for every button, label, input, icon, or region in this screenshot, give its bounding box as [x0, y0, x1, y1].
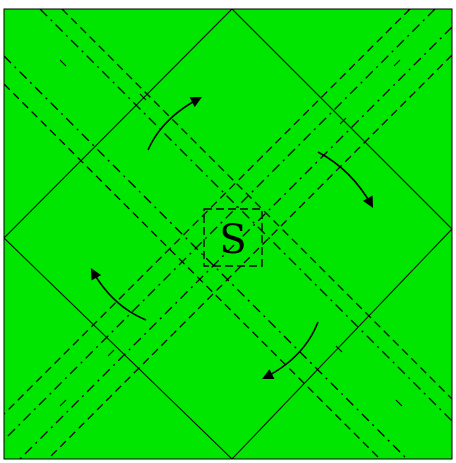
valley-fold-1: [61, 8, 453, 400]
tick-mark: [107, 349, 115, 357]
mountain-folds: [3, 8, 453, 460]
tick-mark: [59, 399, 67, 407]
rotation-arrows: [90, 96, 374, 380]
diamond-creases: [3, 8, 453, 460]
valley-fold-3: [47, 54, 453, 460]
mountain-fold-2: [3, 55, 408, 460]
crease-top-left: [3, 8, 233, 239]
valley-fold-4: [3, 8, 411, 415]
tick-mark: [395, 399, 403, 407]
valley-fold-2: [3, 83, 381, 460]
tick-mark: [139, 93, 147, 101]
paper-square: [3, 8, 453, 460]
mountain-fold-3: [19, 26, 453, 460]
tick-mark: [393, 59, 401, 67]
crease-bottom-left: [3, 237, 233, 460]
tick-mark: [335, 345, 343, 353]
crease-bottom-right: [231, 228, 453, 460]
crease-top-right: [231, 8, 453, 230]
mountain-fold-1: [39, 8, 453, 422]
arrow-lower-right: [261, 321, 319, 380]
arrow-lower-left: [90, 268, 147, 321]
tick-marks: [59, 59, 403, 407]
center-square: [203, 208, 263, 267]
tick-mark: [339, 117, 347, 125]
arrow-upper-right: [317, 151, 374, 208]
center-label: S: [219, 217, 246, 263]
tick-mark: [59, 59, 67, 67]
valley-folds: [3, 8, 453, 460]
arrow-upper-left: [147, 96, 202, 151]
mountain-fold-4: [3, 8, 436, 441]
